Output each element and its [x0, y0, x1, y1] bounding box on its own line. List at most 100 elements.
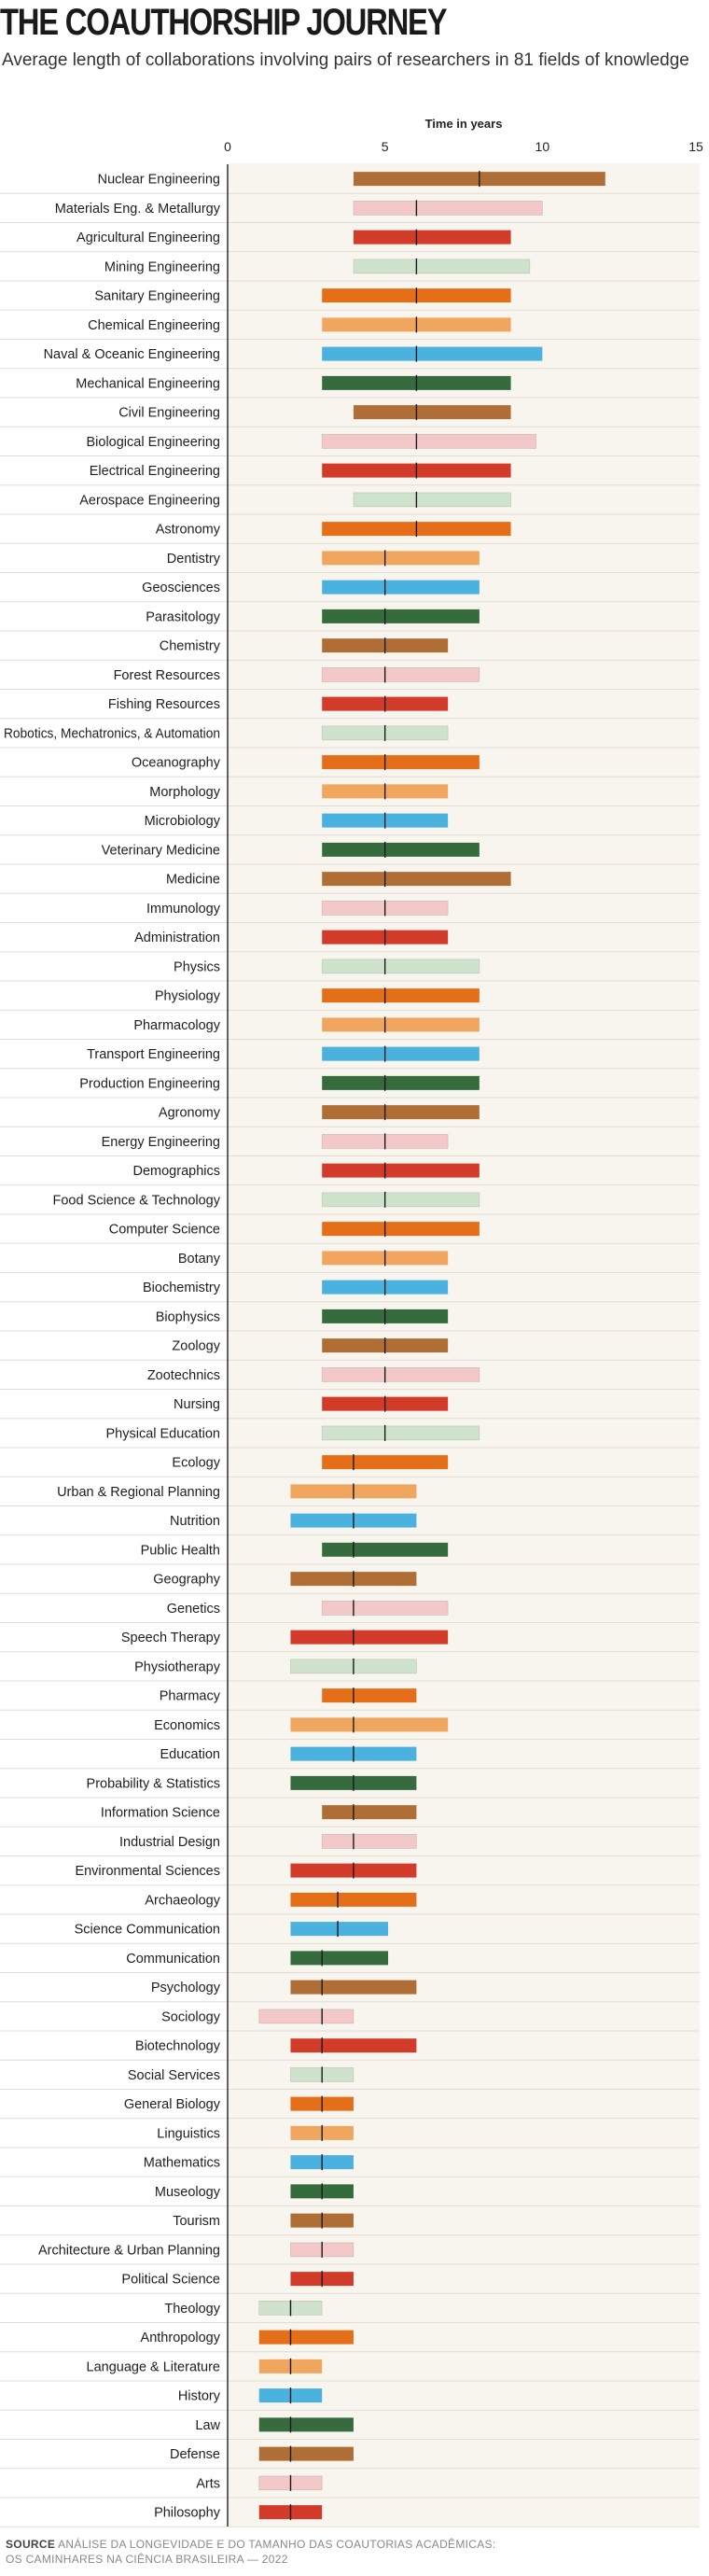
range-bar	[321, 959, 480, 974]
range-bar	[290, 1980, 417, 1995]
range-bar	[322, 1017, 480, 1032]
range-bar	[322, 346, 543, 361]
category-label: Economics	[154, 1718, 220, 1733]
category-label: Sanitary Engineering	[94, 289, 220, 304]
category-label: General Biology	[124, 2097, 221, 2112]
range-bar	[290, 1717, 449, 1732]
category-label: Aerospace Engineering	[79, 493, 220, 508]
x-tick-label: 10	[535, 139, 550, 154]
category-label: Industrial Design	[119, 1835, 220, 1850]
category-label: Zoology	[172, 1339, 220, 1354]
category-label: Linguistics	[157, 2126, 220, 2141]
category-label: Education	[160, 1747, 221, 1762]
category-label: Theology	[164, 2302, 220, 2317]
range-bar	[322, 988, 480, 1003]
range-bar	[258, 2009, 354, 2024]
row-gridlines	[0, 192, 700, 2527]
range-bar	[258, 2446, 354, 2461]
range-bar	[321, 1834, 417, 1849]
range-bar	[321, 1601, 449, 1616]
range-bar	[322, 1805, 417, 1820]
category-label: Dentistry	[167, 552, 221, 567]
range-bar	[322, 872, 511, 887]
range-bar	[322, 842, 480, 857]
category-label: Biotechnology	[135, 2039, 221, 2054]
range-bar	[322, 1075, 480, 1090]
category-label: Mathematics	[144, 2156, 220, 2171]
chart-title: THE COAUTHORSHIP JOURNEY	[0, 2, 448, 43]
category-label: Computer Science	[109, 1223, 220, 1238]
category-label: Chemistry	[160, 639, 221, 654]
category-label: Demographics	[133, 1164, 221, 1179]
source-text-line1: ANÁLISE DA LONGEVIDADE E DO TAMANHO DAS …	[58, 2538, 496, 2551]
category-label: Electrical Engineering	[90, 464, 220, 479]
range-bar	[322, 1105, 480, 1120]
category-label: Museology	[155, 2185, 221, 2200]
range-bar	[290, 1630, 449, 1645]
category-label: Mechanical Engineering	[76, 376, 220, 391]
range-bar	[321, 1367, 480, 1382]
category-label: Transport Engineering	[87, 1047, 220, 1062]
range-bar	[321, 667, 480, 682]
category-label: Architecture & Urban Planning	[38, 2243, 220, 2258]
category-label: Medicine	[166, 873, 220, 888]
category-label: Administration	[134, 931, 220, 945]
category-label: Public Health	[141, 1543, 220, 1558]
category-label: Parasitology	[146, 609, 221, 624]
x-tick-label: 15	[688, 139, 703, 154]
category-label: Probability & Statistics	[87, 1776, 220, 1791]
category-label: Social Services	[128, 2068, 220, 2083]
category-label: Geosciences	[142, 581, 220, 595]
category-label: Chemical Engineering	[88, 318, 220, 333]
category-label: Oceanography	[132, 756, 221, 771]
category-label: Immunology	[146, 902, 221, 917]
category-label: Defense	[170, 2447, 220, 2462]
range-bar	[322, 1688, 417, 1703]
category-label: Physiology	[155, 989, 221, 1004]
category-label: Science Communication	[75, 1923, 220, 1938]
range-bar	[353, 405, 511, 420]
category-label: Sociology	[161, 2009, 221, 2024]
category-label: Information Science	[101, 1806, 220, 1821]
chart-subtitle: Average length of collaborations involvi…	[2, 50, 689, 70]
category-label: Arts	[196, 2476, 220, 2491]
category-label: Nuclear Engineering	[98, 173, 220, 188]
range-bar	[290, 1892, 417, 1907]
category-label: Morphology	[149, 785, 221, 800]
category-label: History	[178, 2389, 221, 2404]
category-label: Materials Eng. & Metallurgy	[55, 202, 221, 217]
range-bar	[258, 2417, 354, 2432]
x-axis: Time in years 0 5 10 15	[224, 117, 703, 154]
category-label: Nutrition	[170, 1514, 220, 1529]
category-label: Production Engineering	[79, 1076, 220, 1091]
range-bar	[321, 1192, 480, 1208]
category-label: Environmental Sciences	[75, 1864, 220, 1879]
category-label: Fishing Resources	[108, 697, 220, 712]
category-label: Archaeology	[145, 1893, 220, 1908]
category-label: Speech Therapy	[121, 1631, 221, 1645]
range-bar	[322, 1046, 480, 1061]
category-label: Genetics	[167, 1602, 220, 1617]
range-bar	[322, 1455, 449, 1470]
range-bar	[258, 2330, 354, 2345]
category-label: Communication	[126, 1952, 220, 1967]
category-label: Forest Resources	[114, 668, 220, 683]
range-bar	[322, 1542, 449, 1557]
x-axis-title: Time in years	[425, 117, 503, 131]
category-label: Law	[195, 2418, 220, 2433]
range-bar	[322, 551, 480, 566]
source-text-line2: OS CAMINHARES NA CIÊNCIA BRASILEIRA — 20…	[6, 2553, 288, 2566]
category-label: Botany	[178, 1252, 221, 1267]
x-tick-label: 0	[224, 139, 231, 154]
category-labels: Nuclear Engineering Materials Eng. & Meta…	[4, 173, 221, 2521]
range-bar	[322, 1222, 480, 1237]
category-label: Nursing	[174, 1397, 220, 1412]
category-label: Political Science	[121, 2273, 220, 2288]
range-bar	[322, 609, 480, 623]
x-tick-label: 5	[382, 139, 389, 154]
category-label: Urban & Regional Planning	[57, 1485, 220, 1500]
range-bar	[353, 492, 511, 508]
category-label: Energy Engineering	[102, 1135, 220, 1150]
category-label: Veterinary Medicine	[102, 843, 220, 858]
